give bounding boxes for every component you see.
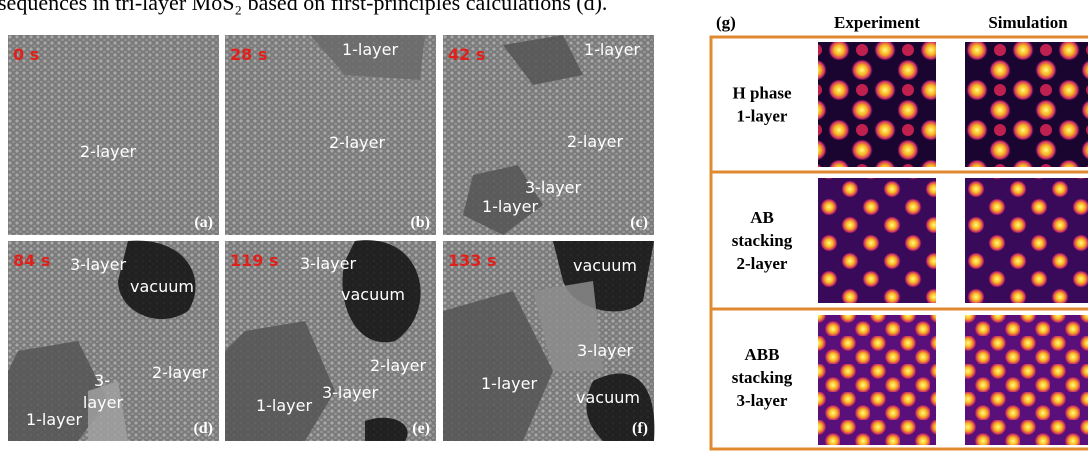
layer-label: 1-layer	[481, 374, 538, 393]
time-label: 42 s	[448, 45, 485, 64]
row-label: 3-layer	[737, 391, 788, 410]
layer-label: 1-layer	[342, 40, 399, 59]
layer-label: 1-layer	[482, 197, 539, 216]
column-header: Simulation	[988, 13, 1068, 32]
stem-image: 0 s (a) 2-layer	[8, 35, 219, 235]
layer-label: vacuum	[341, 285, 405, 304]
panel-letter: (a)	[194, 214, 213, 231]
layer-label: 2-layer	[329, 133, 386, 152]
layer-label: 2-layer	[80, 142, 137, 161]
stem-image: 84 s(d)3-layervacuum3-layer2-layer1-laye…	[8, 241, 219, 441]
layer-label: 3-layer	[70, 255, 127, 274]
time-label: 28 s	[230, 45, 267, 64]
column-header: Experiment	[834, 13, 920, 32]
layer-label: vacuum	[130, 277, 194, 296]
layer-label: 3-layer	[322, 383, 379, 402]
panel-label: (g)	[716, 13, 736, 32]
figure: sequences in tri-layer MoS₂ based on fir…	[0, 0, 1088, 451]
row-label: AB	[750, 208, 774, 227]
stem-image: 133 s (f) vacuum 3-layer 1-layer vacuum	[443, 241, 654, 441]
stem-image: 28 s (b) 1-layer 2-layer	[225, 35, 436, 235]
panel-letter: (e)	[412, 420, 430, 437]
panel-letter: (b)	[410, 214, 430, 231]
time-label: 84 s	[13, 251, 50, 270]
layer-label: 3-layer	[525, 178, 582, 197]
layer-label: 3-layer	[577, 341, 634, 360]
row-label: ABB	[745, 345, 780, 364]
time-label: 0 s	[13, 45, 39, 64]
time-label: 133 s	[448, 251, 497, 270]
row-label: 2-layer	[737, 254, 788, 273]
layer-label: 3-	[94, 371, 110, 390]
layer-label: layer	[83, 393, 124, 412]
layer-label: vacuum	[573, 256, 637, 275]
row-label: 1-layer	[737, 107, 788, 126]
layer-label: 2-layer	[567, 132, 624, 151]
panel-letter: (f)	[632, 420, 648, 437]
caption: sequences in tri-layer MoS₂ based on fir…	[0, 0, 607, 15]
layer-label: 1-layer	[26, 410, 83, 429]
stem-image: 119 s (e) 3-layer vacuum 2-layer 3-layer 1-lay…	[225, 240, 436, 441]
row-label: stacking	[732, 368, 793, 387]
panel-letter: (c)	[630, 214, 648, 231]
row-label: stacking	[732, 231, 793, 250]
layer-label: 2-layer	[370, 356, 427, 375]
time-label: 119 s	[230, 251, 279, 270]
image-background	[8, 35, 219, 235]
layer-label: 3-layer	[300, 254, 357, 273]
layer-label: 1-layer	[256, 396, 313, 415]
layer-label: 1-layer	[584, 40, 641, 59]
row-label: H phase	[732, 84, 791, 103]
layer-label: 2-layer	[152, 363, 209, 382]
panel-letter: (d)	[193, 420, 213, 437]
layer-label: vacuum	[576, 388, 640, 407]
